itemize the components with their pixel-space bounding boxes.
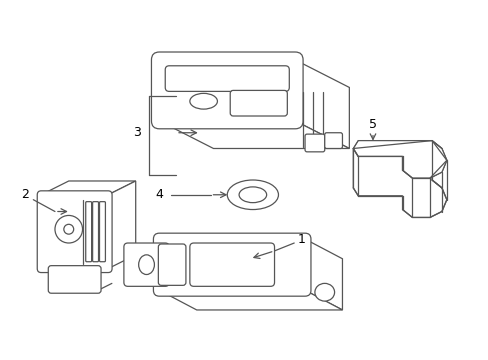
- Polygon shape: [352, 141, 446, 217]
- Polygon shape: [305, 239, 342, 310]
- FancyBboxPatch shape: [92, 202, 98, 262]
- Polygon shape: [51, 262, 112, 269]
- Text: 5: 5: [368, 118, 376, 131]
- FancyBboxPatch shape: [85, 202, 91, 262]
- Polygon shape: [295, 60, 348, 148]
- FancyBboxPatch shape: [37, 191, 112, 273]
- Ellipse shape: [64, 224, 74, 234]
- Polygon shape: [41, 181, 136, 195]
- FancyBboxPatch shape: [165, 66, 289, 91]
- FancyBboxPatch shape: [324, 133, 342, 148]
- Text: 2: 2: [21, 188, 29, 201]
- Ellipse shape: [227, 180, 278, 210]
- FancyBboxPatch shape: [153, 233, 310, 296]
- FancyBboxPatch shape: [123, 243, 169, 286]
- FancyBboxPatch shape: [151, 52, 303, 129]
- FancyBboxPatch shape: [48, 266, 101, 293]
- Polygon shape: [108, 181, 136, 269]
- Polygon shape: [352, 141, 446, 178]
- Polygon shape: [159, 290, 342, 310]
- FancyBboxPatch shape: [305, 134, 324, 152]
- Text: 4: 4: [155, 188, 163, 201]
- FancyBboxPatch shape: [100, 202, 105, 262]
- FancyBboxPatch shape: [158, 244, 185, 285]
- Ellipse shape: [139, 255, 154, 275]
- FancyBboxPatch shape: [230, 90, 287, 116]
- FancyBboxPatch shape: [189, 243, 274, 286]
- Ellipse shape: [55, 215, 82, 243]
- Ellipse shape: [314, 283, 334, 301]
- Text: 1: 1: [298, 233, 305, 246]
- Polygon shape: [159, 121, 348, 148]
- Ellipse shape: [189, 93, 217, 109]
- Ellipse shape: [239, 187, 266, 203]
- Text: 3: 3: [132, 126, 141, 139]
